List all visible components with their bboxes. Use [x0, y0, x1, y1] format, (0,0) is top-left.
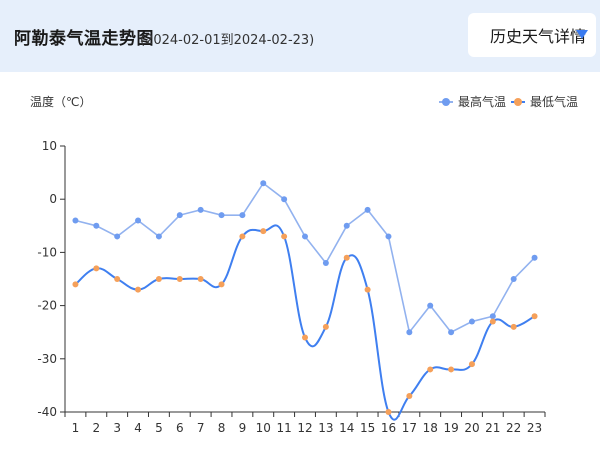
- data-point-low: [531, 313, 538, 320]
- data-point-low: [468, 361, 475, 368]
- y-tick-label: 10: [42, 139, 57, 153]
- header-bar: 阿勒泰气温走势图 (2024-02-01到2024-02-23) 历史天气详情: [0, 0, 600, 72]
- data-point-high: [343, 222, 350, 229]
- data-point-high: [364, 206, 371, 213]
- data-point-high: [322, 260, 329, 267]
- temperature-chart: 10 0 -10 -20 -30 -40 1 2 3 4 5 6 7 8 9 10 11 12 13 14 15 16 17…: [0, 72, 600, 450]
- x-tick-label: 6: [176, 421, 184, 435]
- data-point-high: [531, 254, 538, 261]
- y-axis-label: 温度（℃）: [30, 94, 91, 109]
- data-point-low: [406, 393, 413, 400]
- x-tick-label: 20: [464, 421, 479, 435]
- data-point-high: [239, 212, 246, 219]
- data-point-high: [176, 212, 183, 219]
- history-detail-dropdown[interactable]: 历史天气详情: [468, 13, 596, 57]
- data-point-low: [260, 228, 267, 235]
- x-tick-label: 14: [339, 421, 354, 435]
- data-point-high: [260, 180, 267, 187]
- y-tick-label: -40: [37, 405, 57, 419]
- page-title: 阿勒泰气温走势图: [14, 29, 154, 49]
- x-tick-label: 17: [402, 421, 417, 435]
- series-line-high: [75, 182, 536, 335]
- legend-label: 最低气温: [530, 94, 578, 109]
- data-point-low: [197, 276, 204, 282]
- data-point-high: [197, 206, 204, 213]
- data-point-high: [135, 217, 142, 224]
- data-point-high: [385, 233, 392, 240]
- date-range: (2024-02-01到2024-02-23): [140, 33, 315, 48]
- x-tick-label: 9: [239, 421, 247, 435]
- x-tick-label: 8: [218, 421, 226, 435]
- data-point-high: [93, 222, 100, 229]
- data-point-low: [364, 286, 371, 293]
- y-tick-label: -20: [37, 299, 57, 313]
- data-point-high: [218, 212, 225, 219]
- data-point-high: [406, 329, 413, 336]
- data-point-low: [176, 276, 183, 282]
- data-point-low: [239, 233, 246, 240]
- x-tick-label: 7: [197, 421, 205, 435]
- x-tick-label: 13: [318, 421, 333, 435]
- data-point-low: [135, 286, 142, 293]
- data-point-high: [281, 196, 288, 203]
- x-tick-label: 5: [155, 421, 163, 435]
- data-point-high: [427, 302, 434, 309]
- data-point-high: [468, 318, 475, 325]
- x-tick-label: 4: [134, 421, 142, 435]
- data-point-low: [93, 265, 100, 272]
- data-point-low: [385, 409, 392, 415]
- x-tick-label: 18: [423, 421, 438, 435]
- x-tick-label: 10: [256, 421, 271, 435]
- caret-down-icon: [576, 30, 588, 39]
- x-tick-label: 23: [527, 421, 542, 435]
- x-tick-label: 3: [113, 421, 121, 435]
- x-tick-label: 12: [297, 421, 312, 435]
- legend-marker: [442, 98, 450, 106]
- data-point-low: [281, 233, 288, 240]
- x-tick-label: 22: [506, 421, 521, 435]
- history-detail-label: 历史天气详情: [490, 27, 587, 46]
- data-point-high: [155, 233, 162, 240]
- data-point-low: [155, 276, 162, 282]
- x-tick-label: 2: [92, 421, 100, 435]
- y-tick-label: -10: [37, 245, 57, 259]
- x-tick-label: 19: [443, 421, 458, 435]
- chart-svg: 100-10-20-30-401 2 3 4 5 6 7 8 9 10 11 12 13 14 15 16 17…: [30, 94, 578, 435]
- data-point-low: [448, 366, 455, 373]
- data-point-high: [114, 233, 121, 240]
- series-line-low: [74, 224, 536, 421]
- x-tick-label: 11: [276, 421, 291, 435]
- data-point-low: [427, 366, 434, 373]
- data-point-low: [343, 254, 350, 261]
- x-tick-label: 1: [72, 421, 80, 435]
- data-point-low: [302, 334, 308, 341]
- data-point-low: [72, 281, 79, 288]
- data-point-low: [510, 323, 517, 330]
- data-point-high: [448, 329, 455, 336]
- legend-marker: [514, 98, 522, 106]
- y-tick-label: -30: [37, 352, 57, 366]
- legend-label: 最高气温: [458, 94, 506, 109]
- y-tick-label: 0: [49, 192, 57, 206]
- data-point-high: [489, 313, 496, 320]
- data-point-high: [510, 276, 517, 282]
- x-tick-label: 16: [381, 421, 396, 435]
- data-point-low: [489, 318, 496, 325]
- data-point-low: [218, 281, 225, 288]
- x-tick-label: 21: [485, 421, 500, 435]
- data-point-high: [302, 233, 308, 240]
- data-point-high: [72, 217, 79, 224]
- data-point-low: [322, 323, 329, 330]
- x-tick-label: 15: [360, 421, 375, 435]
- data-point-low: [114, 276, 121, 282]
